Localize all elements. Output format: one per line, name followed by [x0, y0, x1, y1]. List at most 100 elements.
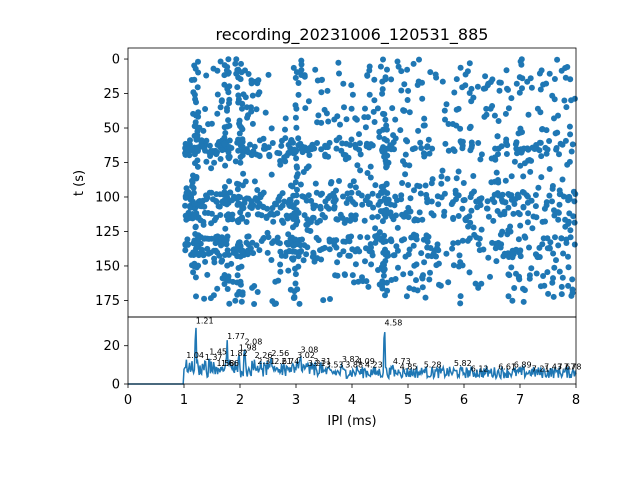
scatter-point [265, 234, 272, 241]
scatter-point [546, 70, 553, 77]
scatter-point [435, 260, 442, 267]
scatter-point [562, 223, 569, 230]
scatter-point [282, 115, 289, 122]
scatter-point [383, 126, 390, 133]
scatter-point [348, 105, 355, 112]
scatter-point [191, 123, 198, 130]
scatter-point [237, 154, 244, 161]
scatter-point [462, 82, 469, 89]
scatter-point [239, 105, 245, 112]
scatter-point [519, 129, 525, 136]
scatter-point [293, 192, 300, 199]
scatter-point [309, 253, 316, 260]
scatter-point [266, 211, 273, 218]
scatter-point [443, 250, 450, 257]
scatter-point [460, 197, 467, 204]
scatter-point [480, 246, 487, 253]
scatter-point [381, 195, 388, 202]
scatter-point [527, 75, 534, 82]
scatter-point [226, 153, 233, 160]
histogram-x-axis-label: IPI (ms) [327, 414, 376, 429]
scatter-point [434, 241, 441, 248]
scatter-point [484, 198, 491, 205]
scatter-point [379, 218, 386, 225]
scatter-point [436, 281, 442, 288]
scatter-point [292, 248, 299, 255]
scatter-point [424, 238, 431, 245]
scatter-point [485, 213, 492, 220]
scatter-point [383, 145, 390, 152]
scatter-point [250, 250, 257, 257]
scatter-point [282, 126, 288, 133]
scatter-point [550, 250, 557, 257]
scatter-point [301, 242, 308, 249]
scatter-point [357, 234, 364, 240]
scatter-point [489, 76, 496, 83]
scatter-point [524, 193, 531, 200]
scatter-point [346, 252, 353, 259]
scatter-point [331, 116, 338, 123]
scatter-point [555, 216, 562, 223]
scatter-point [517, 253, 524, 260]
scatter-point [293, 163, 300, 170]
scatter-point [331, 205, 338, 212]
scatter-point [493, 169, 500, 176]
scatter-point [339, 140, 346, 147]
scatter-point [195, 58, 201, 65]
scatter-point [475, 284, 482, 291]
scatter-y-ticks: 0 25 50 75 100 125 150 175 [95, 53, 128, 309]
scatter-point [475, 241, 482, 248]
peak-label: 1.04 [186, 351, 204, 360]
scatter-point [203, 158, 210, 165]
scatter-point [547, 239, 554, 246]
scatter-point [213, 214, 220, 221]
scatter-point [274, 239, 281, 246]
scatter-point [451, 89, 458, 96]
scatter-point [182, 247, 189, 254]
scatter-point [415, 127, 422, 134]
scatter-point [417, 190, 424, 197]
scatter-point [405, 182, 412, 188]
scatter-point [372, 225, 379, 232]
scatter-point [563, 104, 570, 111]
scatter-point [201, 235, 208, 242]
scatter-point [516, 89, 523, 96]
scatter-point [192, 231, 199, 237]
scatter-point [466, 60, 473, 67]
scatter-point [295, 91, 302, 98]
scatter-point [248, 108, 255, 115]
scatter-point [569, 289, 576, 296]
scatter-point [293, 105, 300, 112]
scatter-point [256, 137, 263, 144]
scatter-point [307, 144, 314, 151]
scatter-point [334, 216, 341, 223]
scatter-point [318, 119, 325, 126]
scatter-point [397, 127, 404, 134]
histogram-y-tick-label: 0 [112, 378, 120, 393]
scatter-point [416, 183, 423, 190]
scatter-point [528, 157, 535, 164]
scatter-point [542, 218, 548, 225]
peak-label: 2.08 [245, 338, 263, 347]
chart-title: recording_20231006_120531_885 [216, 25, 489, 45]
scatter-point [313, 189, 320, 196]
scatter-point [226, 300, 233, 307]
scatter-point [527, 168, 534, 175]
scatter-point [513, 270, 519, 277]
scatter-point [392, 116, 399, 123]
scatter-point [443, 101, 450, 108]
scatter-point [190, 189, 197, 196]
scatter-point [213, 198, 219, 204]
scatter-point [378, 283, 385, 290]
scatter-point [383, 181, 390, 188]
scatter-point [249, 284, 256, 291]
scatter-point [537, 86, 544, 93]
scatter-point [388, 76, 395, 83]
scatter-point [459, 205, 466, 212]
scatter-point [381, 188, 388, 195]
scatter-point [251, 178, 258, 185]
scatter-point [505, 204, 512, 211]
scatter-point [243, 219, 250, 225]
scatter-point [416, 56, 422, 63]
scatter-y-tick-label: 175 [95, 294, 120, 309]
